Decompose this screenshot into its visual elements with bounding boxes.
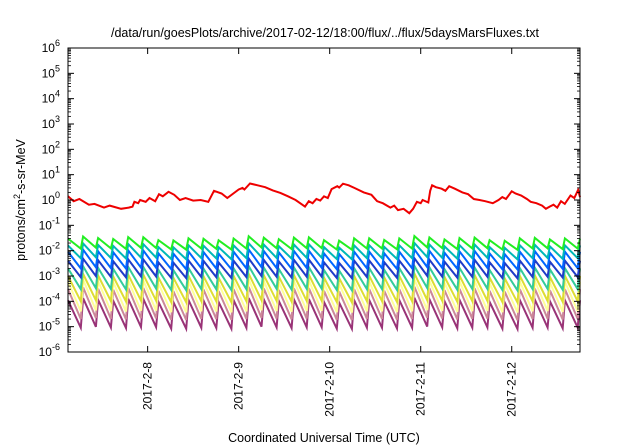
series-line [67, 255, 581, 281]
x-tick-label: 2017-2-10 [323, 362, 337, 417]
y-axis-label: protons/cm2-s-sr-MeV [12, 138, 28, 260]
chart-title: /data/run/goesPlots/archive/2017-02-12/1… [111, 26, 540, 40]
y-axis: 10-6 10-5 10-4 10-3 10-2 10-1 100 101 102 103 104 1… [39, 38, 580, 359]
y-tick-label: 103 [42, 114, 60, 131]
y-tick-label: 104 [42, 89, 60, 106]
y-tick-label: 106 [42, 38, 60, 55]
y-tick-label: 105 [42, 63, 60, 80]
y-axis-label-base: protons/cm [14, 199, 28, 261]
series-line [67, 246, 581, 272]
y-tick-label: 10-3 [39, 266, 60, 283]
y-tick-label: 10-1 [39, 215, 60, 232]
series-line [67, 234, 581, 252]
y-axis-label-rest: -s-sr-MeV [14, 138, 28, 194]
series-layer [67, 182, 581, 333]
y-tick-label: 100 [42, 190, 60, 207]
x-axis: 2017-2-8 2017-2-9 2017-2-10 2017-2-11 2017-2… [141, 48, 519, 417]
y-tick-label: 10-5 [39, 317, 60, 334]
x-tick-label: 2017-2-12 [505, 362, 519, 417]
y-tick-label: 10-6 [39, 342, 60, 359]
y-tick-label: 102 [42, 139, 60, 156]
y-tick-label: 10-4 [39, 291, 60, 308]
x-tick-label: 2017-2-8 [141, 362, 155, 410]
series-line [67, 262, 581, 294]
series-line [67, 182, 581, 215]
y-tick-label: 10-2 [39, 241, 60, 258]
x-tick-label: 2017-2-11 [414, 362, 428, 416]
series-line [67, 240, 581, 262]
y-axis-label-sup: 2 [12, 194, 22, 199]
y-tick-label: 101 [42, 165, 60, 182]
x-axis-label: Coordinated Universal Time (UTC) [228, 431, 420, 445]
x-tick-label: 2017-2-9 [232, 362, 246, 410]
